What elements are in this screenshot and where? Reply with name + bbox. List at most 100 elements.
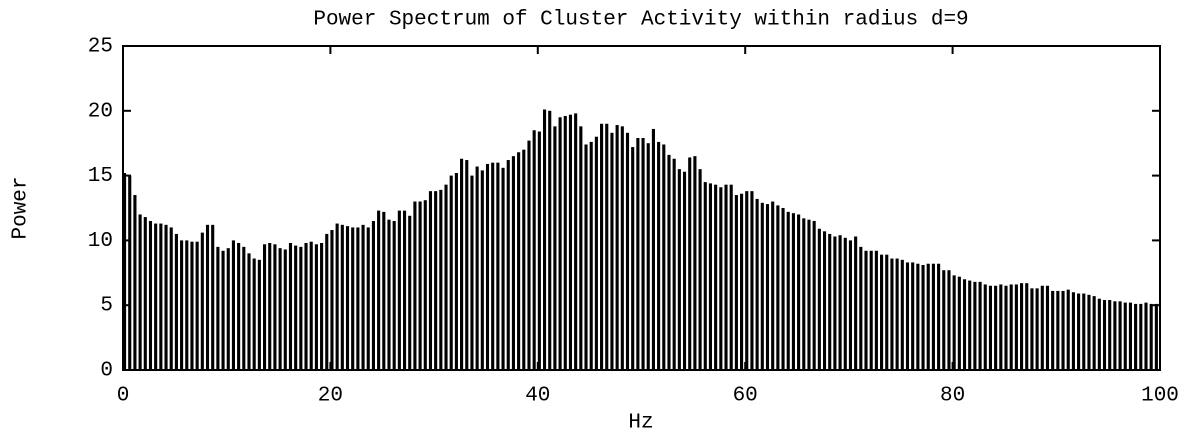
bar xyxy=(734,195,738,370)
bar xyxy=(921,265,925,370)
bar xyxy=(584,144,588,370)
bar xyxy=(719,187,723,370)
bar xyxy=(185,240,189,370)
bar xyxy=(1144,302,1148,370)
bar xyxy=(460,158,464,370)
x-tick-label: 40 xyxy=(525,385,550,408)
bar xyxy=(174,233,178,370)
bar xyxy=(325,233,329,370)
bar xyxy=(475,166,479,370)
bar xyxy=(1025,283,1029,370)
bar xyxy=(874,250,878,370)
bar xyxy=(340,224,344,370)
bar xyxy=(615,125,619,370)
bar xyxy=(133,195,137,370)
y-axis-label: Power xyxy=(10,176,33,239)
bar xyxy=(895,258,899,370)
bar xyxy=(548,110,552,371)
bar xyxy=(869,250,873,370)
bar xyxy=(216,246,220,370)
bar xyxy=(485,163,490,370)
bar xyxy=(1087,294,1091,370)
y-tick-label: 20 xyxy=(88,100,113,123)
bar xyxy=(937,263,941,370)
bar xyxy=(740,193,744,370)
bar xyxy=(900,259,904,370)
bar xyxy=(517,152,521,370)
bar xyxy=(1113,301,1117,370)
bar xyxy=(262,244,267,370)
bar xyxy=(247,253,251,370)
bar xyxy=(589,141,593,370)
bar xyxy=(859,246,863,370)
x-tick-label: 20 xyxy=(318,385,343,408)
bar xyxy=(693,156,697,370)
bar xyxy=(1154,303,1158,370)
bar xyxy=(1045,285,1050,370)
bar xyxy=(625,132,630,370)
bar xyxy=(413,201,417,370)
bar xyxy=(221,250,225,370)
bar xyxy=(1056,290,1060,370)
bar xyxy=(594,136,598,370)
bar xyxy=(361,224,365,370)
bar xyxy=(662,144,666,370)
bar xyxy=(304,242,308,370)
bar xyxy=(926,263,930,370)
bar xyxy=(574,113,578,370)
bar xyxy=(905,262,910,370)
bar xyxy=(942,270,946,370)
bar xyxy=(1092,296,1096,370)
bar xyxy=(335,223,339,370)
bar xyxy=(911,262,915,370)
x-tick-label: 100 xyxy=(1141,385,1179,408)
bar xyxy=(506,160,510,370)
bar xyxy=(1134,303,1138,370)
bar xyxy=(968,280,972,370)
bar xyxy=(428,191,433,370)
bar xyxy=(392,220,396,370)
bar xyxy=(397,210,401,370)
bar xyxy=(973,281,977,370)
bar xyxy=(501,167,505,370)
bar xyxy=(1040,285,1044,370)
bar xyxy=(278,248,282,370)
bar xyxy=(242,246,246,370)
bar xyxy=(283,249,287,370)
bar xyxy=(864,250,868,370)
bar xyxy=(465,160,469,370)
bar xyxy=(237,242,241,370)
bar xyxy=(154,223,158,370)
bar xyxy=(1066,289,1070,370)
bar xyxy=(470,175,474,370)
bar xyxy=(890,258,894,370)
x-axis-label: Hz xyxy=(628,412,653,434)
bar xyxy=(1014,284,1018,370)
bar xyxy=(1108,300,1112,370)
bar xyxy=(605,123,609,370)
bar xyxy=(848,240,853,370)
bar xyxy=(418,201,422,370)
bar xyxy=(724,184,728,370)
y-tick-label: 25 xyxy=(88,36,113,59)
bar xyxy=(1077,293,1081,370)
bar xyxy=(496,162,500,370)
bar xyxy=(377,210,381,370)
bar xyxy=(812,220,816,370)
bar xyxy=(745,191,749,370)
y-tick-label: 0 xyxy=(100,360,113,383)
bar xyxy=(651,128,655,370)
bar xyxy=(802,218,806,370)
bar xyxy=(978,281,982,370)
y-tick-label: 15 xyxy=(88,165,113,188)
bar xyxy=(880,254,884,370)
bar xyxy=(434,191,438,370)
bar xyxy=(708,183,713,370)
bar xyxy=(537,131,541,370)
plot-frame xyxy=(122,45,1161,371)
bar xyxy=(195,241,199,370)
bar xyxy=(600,123,604,370)
bar xyxy=(672,158,676,370)
bar xyxy=(169,227,173,370)
